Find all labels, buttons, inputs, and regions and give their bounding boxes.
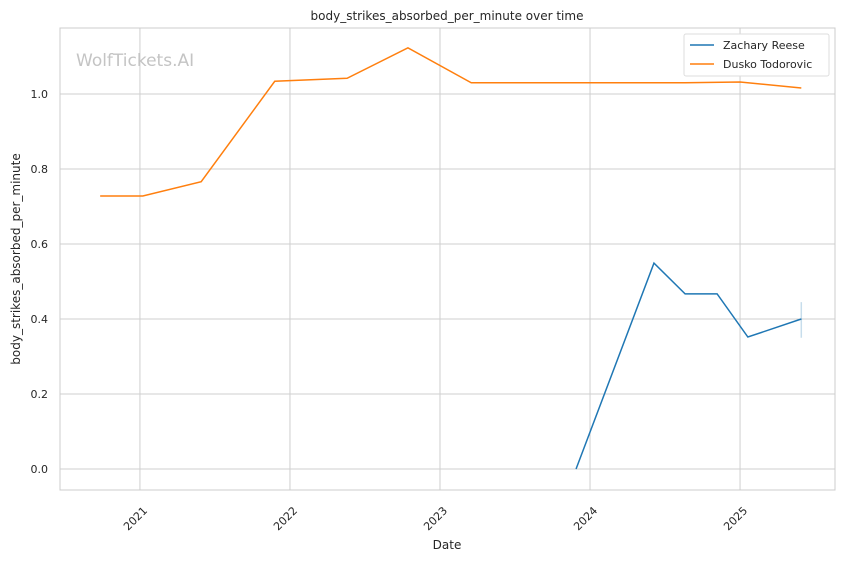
- y-tick-label: 0.0: [31, 463, 49, 476]
- y-tick-label: 0.4: [31, 313, 49, 326]
- y-tick-label: 0.8: [31, 163, 49, 176]
- series-line-zachary-reese: [576, 263, 801, 469]
- x-tick-label: 2023: [421, 504, 450, 533]
- y-tick-label: 0.6: [31, 238, 49, 251]
- legend-label-zachary-reese: Zachary Reese: [723, 39, 805, 52]
- legend-label-dusko-todorovic: Dusko Todorovic: [723, 58, 812, 71]
- watermark: WolfTickets.AI: [76, 51, 194, 71]
- x-tick-label: 2021: [121, 504, 150, 533]
- y-tick-label: 0.2: [31, 388, 49, 401]
- chart-title: body_strikes_absorbed_per_minute over ti…: [311, 9, 584, 23]
- x-tick-label: 2025: [721, 504, 750, 533]
- y-axis-label: body_strikes_absorbed_per_minute: [9, 153, 23, 364]
- y-tick-label: 1.0: [31, 88, 49, 101]
- plot-frame: [60, 28, 835, 490]
- legend: Zachary Reese Dusko Todorovic: [684, 34, 829, 76]
- x-tick-label: 2022: [271, 504, 300, 533]
- x-tick-label: 2024: [571, 504, 600, 533]
- x-axis-label: Date: [433, 538, 462, 552]
